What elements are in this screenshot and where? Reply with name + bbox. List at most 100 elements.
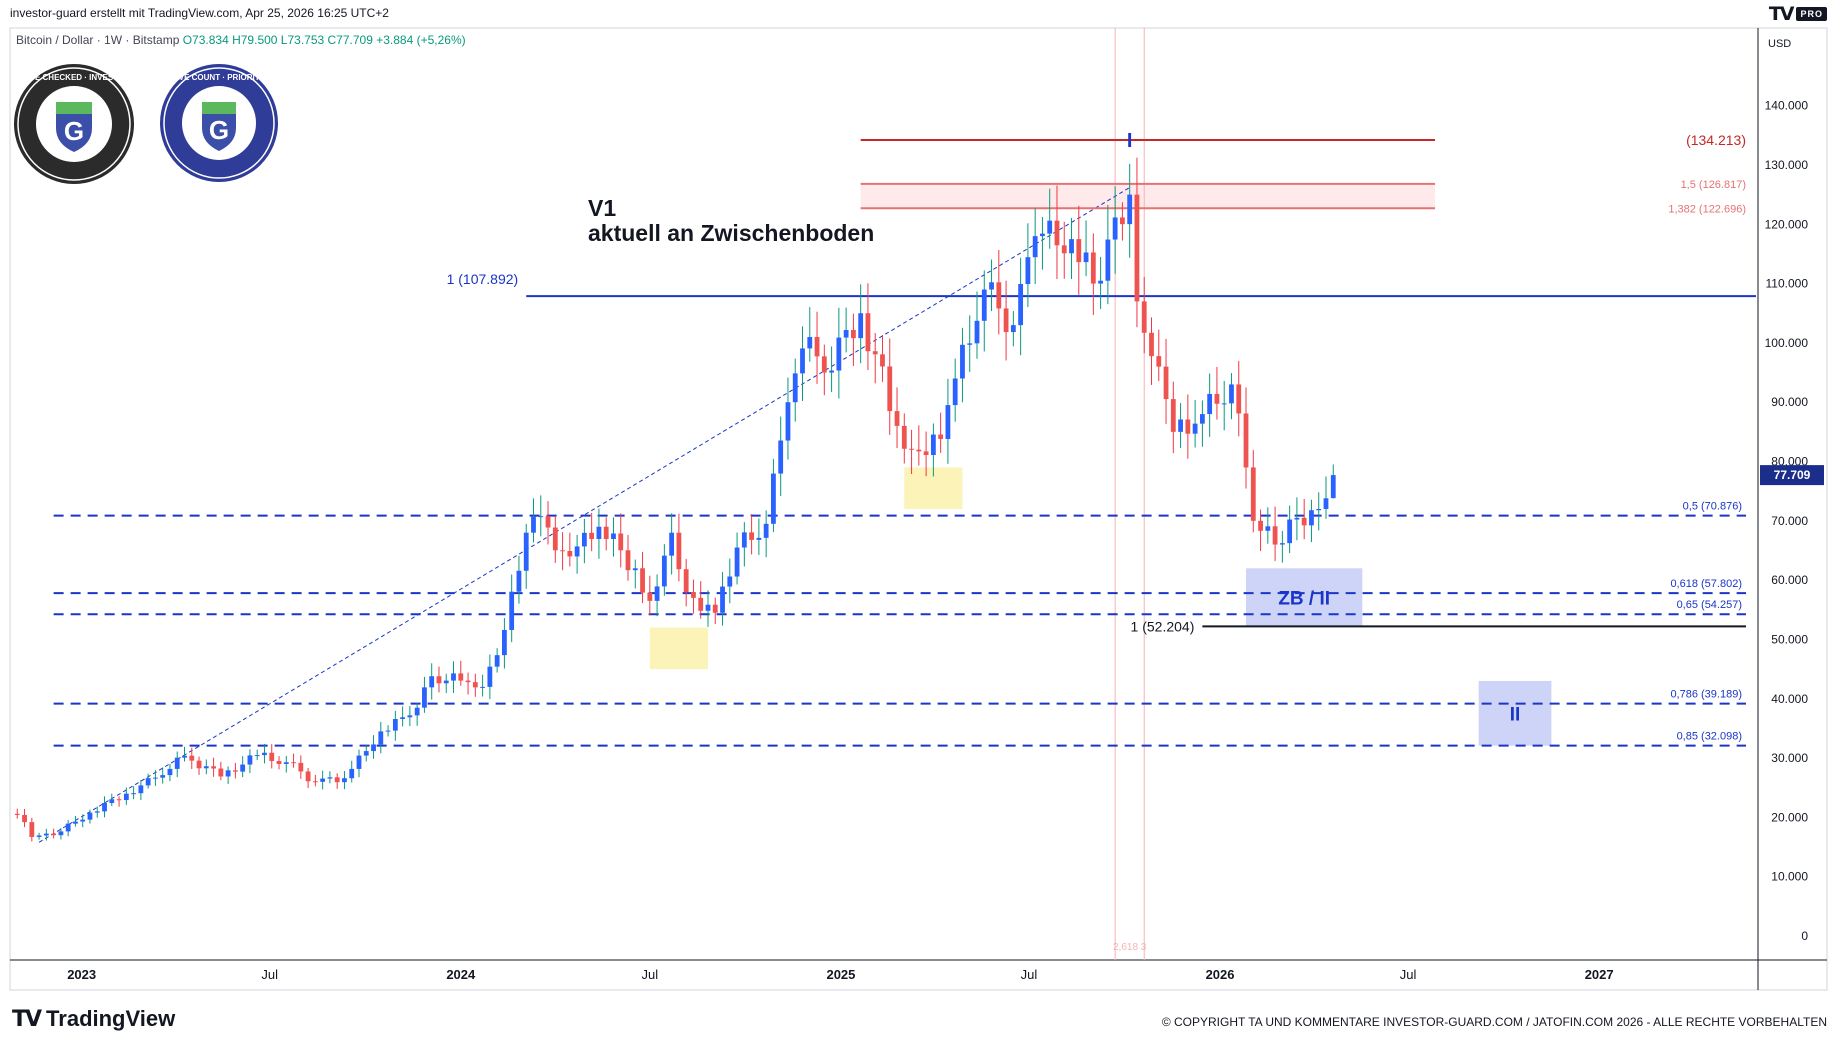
compliance-checked-badge: G COMPLIANCE CHECKED · INVESTOR GUARD (12, 64, 136, 184)
candle-body (160, 775, 166, 778)
candle-body (807, 336, 813, 349)
candle-body (1149, 332, 1154, 357)
candle-body (487, 666, 493, 687)
candle-body (22, 814, 27, 823)
candle-body (203, 766, 209, 769)
candle-body (422, 687, 427, 708)
symbol-info[interactable]: Bitcoin / Dollar · 1W · Bitstamp O73.834… (16, 33, 466, 47)
candle-body (858, 313, 864, 339)
candle-body (145, 778, 151, 786)
candle-body (116, 799, 122, 801)
symbol-description: Bitcoin / Dollar · 1W · Bitstamp (16, 33, 180, 47)
candle-body (414, 707, 420, 716)
candle-body (632, 568, 638, 571)
candle-body (574, 546, 580, 557)
candle-body (923, 451, 929, 456)
candle-body (349, 768, 355, 779)
badge-logo-letter: G (64, 116, 84, 146)
candle-body (763, 523, 769, 538)
candle-body (14, 813, 20, 815)
tradingview-logo-icon: TV (12, 1006, 42, 1032)
candle-body (305, 771, 311, 782)
candle-body (1294, 517, 1300, 520)
candle-body (749, 532, 755, 540)
candle-body (581, 532, 587, 547)
candle-body (611, 533, 616, 539)
candle-body (821, 356, 827, 373)
candle-body (153, 777, 158, 779)
y-tick-label: 100.000 (1765, 336, 1809, 350)
candle-body (989, 282, 994, 290)
candle-body (836, 337, 842, 371)
candle-body (531, 516, 536, 533)
candle-body (291, 762, 296, 764)
candle-body (974, 320, 980, 344)
candle-body (981, 289, 987, 321)
candle-body (225, 770, 231, 777)
candle-body (1170, 399, 1176, 432)
candle-body (1207, 393, 1213, 415)
candle-body (443, 680, 449, 684)
x-tick-label: Jul (642, 967, 659, 982)
x-tick-label: Jul (1021, 967, 1038, 982)
candle-body (1127, 194, 1133, 225)
level-label-6: 0,65 (54.257) (1677, 599, 1742, 611)
candle-body (232, 770, 238, 772)
candle-body (1301, 517, 1307, 526)
candle-body (342, 778, 347, 783)
candle-body (182, 755, 187, 758)
ohlc-values: O73.834 H79.500 L73.753 C77.709 +3.884 (… (182, 33, 466, 47)
candle-body (51, 833, 57, 836)
candle-body (371, 744, 376, 752)
candle-body (1243, 413, 1249, 468)
y-tick-label: 30.000 (1771, 751, 1808, 765)
candle-body (625, 550, 631, 571)
candle-body (218, 768, 224, 777)
candle-body (712, 604, 718, 613)
candle-body (654, 586, 660, 601)
currency-label: USD (1768, 38, 1791, 50)
zone-blue-2 (1246, 568, 1363, 627)
candle-body (1156, 356, 1162, 367)
candle-body (494, 655, 500, 667)
last-price-tag (1760, 465, 1824, 486)
candle-body (552, 527, 558, 551)
candle-body (596, 526, 602, 539)
x-tick-label: 2025 (826, 967, 855, 982)
candle-body (887, 366, 893, 412)
candle-body (1330, 475, 1336, 499)
level-label-0: (134.213) (1686, 132, 1746, 148)
candle-body (618, 533, 624, 551)
candle-body (378, 731, 384, 745)
candle-body (1069, 239, 1074, 254)
candle-body (211, 766, 216, 769)
candle-body (1221, 403, 1227, 405)
y-tick-label: 0 (1801, 929, 1808, 943)
y-tick-label: 90.000 (1771, 395, 1808, 409)
candle-body (138, 785, 144, 794)
candle-body (647, 592, 653, 601)
wave-count-badge: G WAVE COUNT · PRIORITY 1 (160, 64, 278, 182)
candle-body (240, 764, 246, 772)
copyright-notice: © COPYRIGHT TA UND KOMMENTARE INVESTOR-G… (1161, 1015, 1827, 1029)
candle-body (1090, 252, 1096, 284)
y-tick-label: 60.000 (1771, 573, 1808, 587)
candle-body (262, 752, 267, 756)
candle-body (1105, 239, 1111, 281)
shield-icon (56, 102, 92, 152)
candle-body (1178, 419, 1183, 432)
y-tick-label: 140.000 (1765, 99, 1809, 113)
candle-body (458, 673, 464, 681)
level-label-1: 1,5 (126.817) (1681, 179, 1746, 191)
candle-body (727, 576, 733, 587)
candle-body (589, 532, 595, 539)
y-tick-label: 110.000 (1766, 277, 1809, 291)
tradingview-footer-logo[interactable]: TV TradingView (12, 1006, 175, 1032)
candle-body (901, 425, 907, 449)
candle-body (65, 823, 71, 832)
candle-body (603, 526, 609, 539)
wave-badge-text: WAVE COUNT · PRIORITY 1 (166, 73, 272, 82)
x-tick-label: 2024 (446, 967, 476, 982)
candle-body (472, 682, 478, 688)
